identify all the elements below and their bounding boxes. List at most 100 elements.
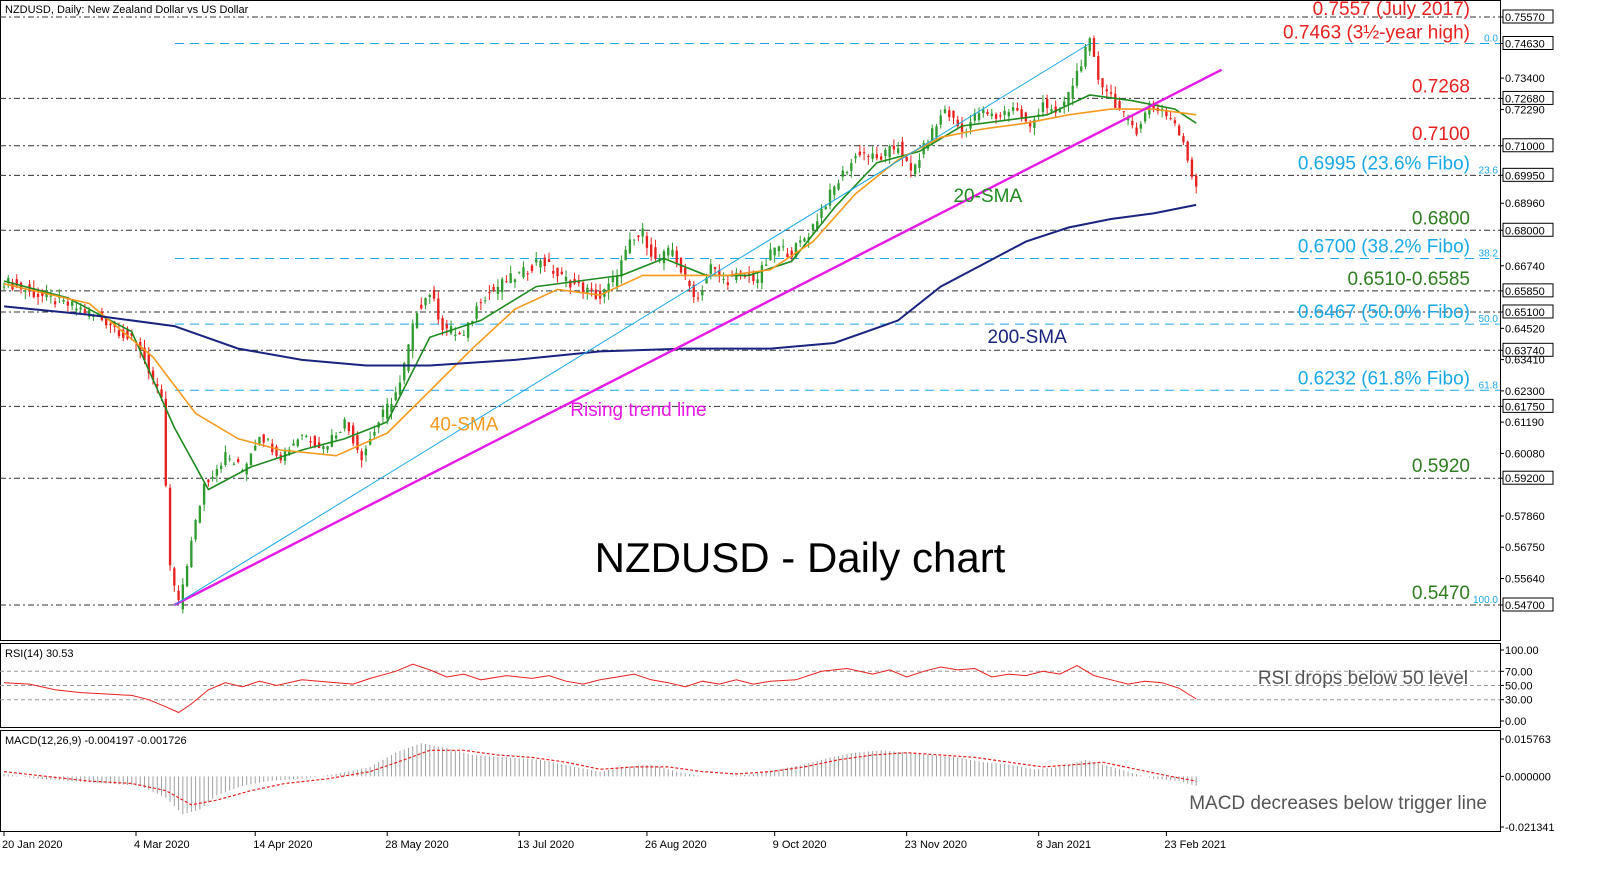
candle-body	[364, 448, 368, 456]
20-sma-line	[3, 94, 1197, 491]
candle-body	[288, 449, 291, 455]
candle-body	[254, 445, 257, 451]
candle-body	[696, 297, 700, 299]
level-label: 0.6700 (38.2% Fibo)	[1298, 236, 1470, 257]
candle-body	[398, 382, 402, 396]
candle-body	[185, 565, 189, 587]
level-label: 0.7557 (July 2017)	[1313, 0, 1470, 20]
rsi-line	[3, 663, 1197, 714]
candle-body	[624, 249, 627, 261]
candle-body	[918, 160, 921, 168]
candle-body	[207, 479, 210, 483]
level-label: 0.5920	[1412, 456, 1470, 477]
indicator-lines	[3, 43, 1223, 607]
candle-body	[147, 354, 150, 374]
fibo-tag: 38.2	[1479, 248, 1499, 259]
candle-body	[441, 318, 444, 330]
candle-body	[1007, 112, 1011, 117]
candle-body	[237, 459, 240, 463]
price-axis-label: 0.60080	[1505, 448, 1545, 460]
candle-body	[87, 310, 91, 317]
macd-signal-line	[3, 749, 1197, 806]
candle-body	[650, 244, 653, 257]
symbol-header: NZDUSD, Daily: New Zealand Dollar vs US …	[5, 4, 249, 16]
candle-body	[386, 403, 389, 419]
40-sma-line	[3, 108, 1197, 457]
price-axis-label: 0.73400	[1505, 73, 1545, 85]
price-axis-label: 0.64520	[1505, 323, 1545, 335]
price-axis-label: 0.55640	[1505, 574, 1545, 586]
candle-body	[1020, 109, 1023, 119]
candle-body	[888, 146, 891, 158]
rising-trend-line-line	[173, 68, 1223, 607]
candle-body	[232, 463, 236, 465]
candle-body	[637, 235, 640, 238]
candle-body	[871, 153, 874, 159]
candle-body	[718, 270, 721, 277]
candle-body	[424, 298, 427, 306]
date-axis-label: 9 Oct 2020	[773, 839, 827, 851]
price-axis-label: 0.56750	[1505, 542, 1545, 554]
level-label: 0.6232 (61.8% Fibo)	[1298, 368, 1470, 389]
candle-body	[70, 301, 74, 306]
candle-body	[1169, 118, 1172, 120]
candle-body	[339, 432, 342, 434]
price-axis-highlight-box	[1502, 470, 1554, 485]
candle-body	[62, 299, 65, 302]
candle-body	[518, 271, 521, 273]
price-axis-highlight-box	[1502, 167, 1554, 182]
rsi-panel	[0, 663, 1500, 714]
candle-body	[1092, 38, 1096, 57]
candle-body	[586, 287, 589, 294]
candle-body	[1118, 101, 1121, 109]
candle-body	[466, 322, 470, 338]
candle-body	[539, 260, 542, 268]
candle-body	[343, 419, 346, 429]
candle-body	[202, 483, 206, 505]
candle-body	[351, 425, 355, 444]
price-axis-label: 0.65100	[1505, 307, 1545, 319]
candle-body	[581, 282, 585, 293]
price-axis-label: 0.59200	[1505, 473, 1545, 485]
candle-body	[799, 240, 802, 243]
candle-body	[505, 281, 508, 283]
candle-body	[432, 289, 436, 299]
candle-body	[1109, 92, 1113, 94]
price-axis-highlight-box	[1502, 9, 1554, 24]
candle-body	[701, 291, 704, 296]
candle-body	[611, 276, 615, 283]
candle-body	[164, 398, 167, 486]
candle-body	[628, 239, 632, 254]
candle-body	[726, 282, 730, 285]
candle-body	[526, 273, 529, 275]
candle-body	[313, 436, 316, 447]
candle-body	[841, 170, 844, 177]
price-axis-highlight-box	[1502, 342, 1554, 357]
candle-body	[1067, 92, 1070, 105]
candle-body	[645, 235, 649, 248]
price-axis-label: 0.61750	[1505, 401, 1545, 413]
candle-body	[756, 279, 759, 284]
candle-body	[1190, 159, 1194, 177]
candle-body	[49, 295, 53, 297]
level-label: 0.7100	[1412, 124, 1470, 145]
price-axis-label: 0.68960	[1505, 198, 1545, 210]
candle-body	[513, 279, 517, 283]
candle-body	[522, 267, 525, 278]
macd-header: MACD(12,26,9) -0.004197 -0.001726	[5, 735, 187, 747]
date-axis-label: 8 Jan 2021	[1037, 839, 1091, 851]
candle-body	[769, 249, 772, 261]
price-axis-highlight-box	[1502, 283, 1554, 298]
candle-body	[496, 286, 500, 294]
candle-body	[1063, 101, 1066, 106]
candle-body	[743, 275, 747, 277]
candle-body	[160, 389, 163, 398]
candle-body	[862, 152, 866, 154]
price-axis-label: 0.54700	[1505, 600, 1545, 612]
rsi-axis-label: 50.00	[1505, 681, 1533, 693]
rsi-header: RSI(14) 30.53	[5, 648, 73, 660]
sma-label: 20-SMA	[953, 186, 1022, 207]
candle-body	[15, 279, 18, 286]
rsi-axis-label: 100.00	[1505, 645, 1539, 657]
main-panel-frame	[0, 0, 1501, 641]
